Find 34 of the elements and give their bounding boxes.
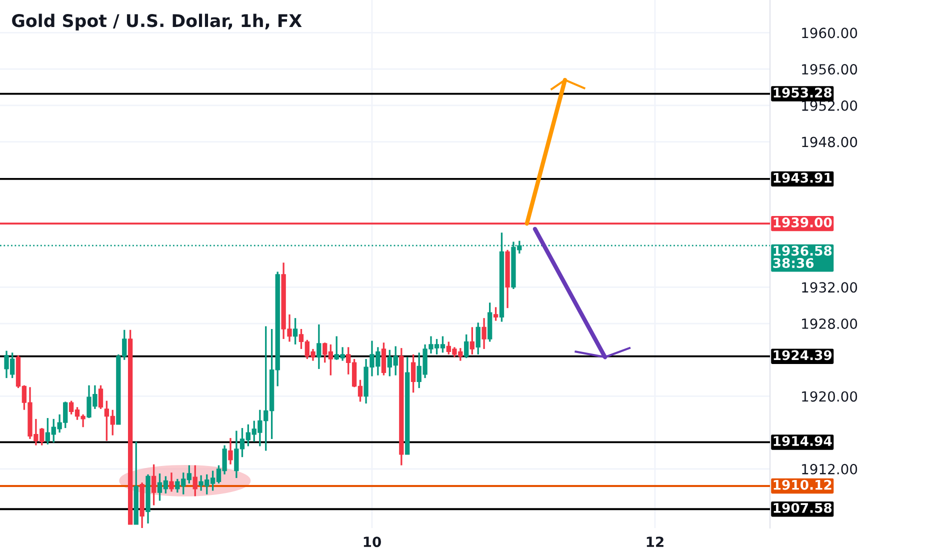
candlestick <box>410 354 416 394</box>
candlestick <box>464 334 469 359</box>
text: 38:36 <box>773 258 814 268</box>
ref-line-label: 1943.91 <box>774 172 832 183</box>
y-tick-label: 1912.00 <box>802 464 858 474</box>
ref-line-label: 1939.00 <box>774 217 832 228</box>
candlestick <box>482 317 486 350</box>
y-tick-label: 1948.00 <box>802 136 858 148</box>
candlestick <box>192 464 198 498</box>
candlestick <box>470 326 474 356</box>
candlestick <box>381 342 386 376</box>
ref-line-label: 1953.28 <box>774 88 832 98</box>
candlestick <box>151 464 156 506</box>
candlestick <box>493 306 498 322</box>
candlestick <box>98 384 104 410</box>
ref-line-label: 1936.58 <box>774 246 832 256</box>
ref-line-label: 1907.58 <box>774 502 832 513</box>
y-tick-label: 1928.00 <box>802 318 858 329</box>
ref-line-label: 1924.39 <box>774 350 832 360</box>
text: Gold Spot / U.S. Dollar, 1h, FX <box>12 14 302 31</box>
candlestick <box>476 322 480 356</box>
y-tick-label: 1920.00 <box>802 391 858 402</box>
candlestick <box>292 317 298 346</box>
ref-line-label: 1914.94 <box>774 436 832 446</box>
candlestick <box>316 324 322 370</box>
y-tick-label: 1956.00 <box>802 64 858 75</box>
x-tick-label: 10 <box>364 536 381 548</box>
ref-line-label: 1910.12 <box>774 480 832 490</box>
y-tick-label: 1932.00 <box>802 282 858 293</box>
x-tick-label: 12 <box>646 536 664 547</box>
candlestick <box>169 472 174 492</box>
y-tick-label: 1960.00 <box>802 28 858 38</box>
candlestick <box>228 437 233 466</box>
y-tick-label: 1952.00 <box>802 100 858 111</box>
